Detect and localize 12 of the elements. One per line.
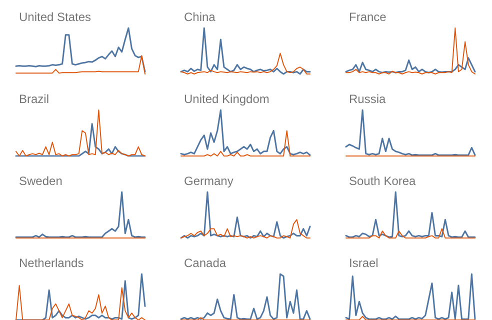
chart-title: France [349,10,387,24]
chart-title: Russia [349,92,386,106]
chart-title: Sweden [19,174,62,188]
chart-title: China [184,10,216,24]
chart-title: United States [19,10,92,24]
chart-title: United Kingdom [184,92,270,106]
chart-title: Canada [184,256,226,270]
chart-title: Germany [184,174,234,188]
chart-title: Israel [349,256,378,270]
chart-title: Brazil [19,92,50,106]
chart-title: South Korea [349,174,416,188]
chart-title: Netherlands [19,256,84,270]
